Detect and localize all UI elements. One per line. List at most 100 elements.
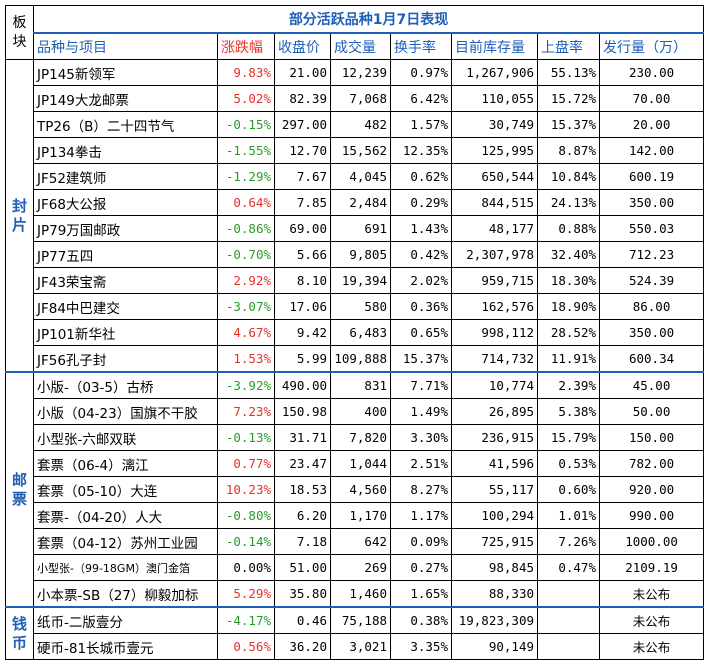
turnover-cell: 1.43% <box>390 215 452 242</box>
turnover-cell: 0.62% <box>390 163 452 190</box>
close-cell: 51.00 <box>274 554 331 581</box>
close-cell: 31.71 <box>274 424 331 451</box>
change-cell: -0.14% <box>217 528 275 555</box>
ratio-cell: 10.84% <box>537 163 600 190</box>
stock-cell: 1,267,906 <box>451 59 538 86</box>
issue-cell: 20.00 <box>598 111 705 138</box>
turnover-cell: 8.27% <box>390 476 452 503</box>
turnover-cell: 0.36% <box>390 293 452 320</box>
table-row: JP101新华社 4.67% 9.42 6,483 0.65% 998,112 28.52%… <box>6 319 705 346</box>
ratio-cell: 0.53% <box>537 450 600 477</box>
issue-cell: 未公布 <box>598 580 705 608</box>
close-cell: 17.06 <box>274 293 331 320</box>
volume-cell: 642 <box>330 528 391 555</box>
turnover-cell: 0.09% <box>390 528 452 555</box>
title-row: 板块 部分活跃品种1月7日表现 <box>5 5 705 60</box>
header-stock: 目前库存量 <box>451 32 538 60</box>
issue-cell: 600.34 <box>598 345 705 373</box>
header-row: 品种与项目 涨跌幅 收盘价 成交量 换手率 目前库存量 上盘率 发行量（万） <box>6 32 705 60</box>
table-row: 封片 JP145新领军 9.83% 21.00 12,239 0.97% 1,267,906… <box>5 59 705 373</box>
item-name: 小型张-六邮双联 <box>33 424 218 451</box>
stock-cell: 110,055 <box>451 85 538 112</box>
ratio-cell <box>537 633 600 660</box>
turnover-cell: 6.42% <box>390 85 452 112</box>
issue-cell: 未公布 <box>598 633 705 660</box>
table-row: JP134拳击 -1.55% 12.70 15,562 12.35% 125,995 8.8… <box>6 137 705 164</box>
header-name: 品种与项目 <box>33 32 218 60</box>
stock-cell: 714,732 <box>451 345 538 373</box>
ratio-cell: 28.52% <box>537 319 600 346</box>
stock-cell: 100,294 <box>451 502 538 529</box>
close-cell: 12.70 <box>274 137 331 164</box>
stock-cell: 48,177 <box>451 215 538 242</box>
table-row: JF84中巴建交 -3.07% 17.06 580 0.36% 162,576 18.90%… <box>6 293 705 320</box>
stock-cell: 10,774 <box>451 371 538 399</box>
item-name: 纸币-二版壹分 <box>33 606 218 634</box>
volume-cell: 75,188 <box>330 606 391 634</box>
ratio-cell: 1.01% <box>537 502 600 529</box>
volume-cell: 580 <box>330 293 391 320</box>
table-row: 小型张-（99-18GM）澳门金箔 0.00% 51.00 269 0.27% 98,84… <box>6 554 705 581</box>
close-cell: 5.99 <box>274 345 331 373</box>
table-row: 小本票-SB（27）柳毅加标 5.29% 35.80 1,460 1.65% 88,330… <box>6 580 705 608</box>
stock-cell: 2,307,978 <box>451 241 538 268</box>
volume-cell: 1,044 <box>330 450 391 477</box>
ratio-cell: 18.90% <box>537 293 600 320</box>
close-cell: 36.20 <box>274 633 331 660</box>
ratio-cell: 0.88% <box>537 215 600 242</box>
item-name: JP145新领军 <box>33 59 218 86</box>
ratio-cell <box>537 606 600 634</box>
change-cell: -0.15% <box>217 111 275 138</box>
ratio-cell <box>537 580 600 608</box>
change-cell: -3.07% <box>217 293 275 320</box>
issue-cell: 45.00 <box>598 371 705 399</box>
table-row: JP77五四 -0.70% 5.66 9,805 0.42% 2,307,978 32.40… <box>6 241 705 268</box>
item-name: 小本票-SB（27）柳毅加标 <box>33 580 218 608</box>
ratio-cell: 5.38% <box>537 398 600 425</box>
turnover-cell: 0.27% <box>390 554 452 581</box>
change-cell: 7.23% <box>217 398 275 425</box>
volume-cell: 4,045 <box>330 163 391 190</box>
ratio-cell: 7.26% <box>537 528 600 555</box>
issue-cell: 70.00 <box>598 85 705 112</box>
turnover-cell: 0.29% <box>390 189 452 216</box>
volume-cell: 2,484 <box>330 189 391 216</box>
item-name: 套票（06-4）漓江 <box>33 450 218 477</box>
item-name: JF52建筑师 <box>33 163 218 190</box>
item-name: JF84中巴建交 <box>33 293 218 320</box>
stock-cell: 30,749 <box>451 111 538 138</box>
market-table: 板块 部分活跃品种1月7日表现 品种与项目 涨跌幅 收盘价 成交量 换手率 目前库存量 上盘… <box>5 5 705 660</box>
change-cell: -1.55% <box>217 137 275 164</box>
table-row: 套票（06-4）漓江 0.77% 23.47 1,044 2.51% 41,596 0.53… <box>6 450 705 477</box>
volume-cell: 400 <box>330 398 391 425</box>
turnover-cell: 1.49% <box>390 398 452 425</box>
stock-cell: 41,596 <box>451 450 538 477</box>
table-row: JF56孔子封 1.53% 5.99 109,888 15.37% 714,732 11.9… <box>6 345 705 373</box>
item-name: JP79万国邮政 <box>33 215 218 242</box>
item-name: 套票（04-12）苏州工业园 <box>33 528 218 555</box>
turnover-cell: 0.38% <box>390 606 452 634</box>
header-turnover: 换手率 <box>390 32 452 60</box>
volume-cell: 109,888 <box>330 345 391 373</box>
close-cell: 21.00 <box>274 59 331 86</box>
close-cell: 23.47 <box>274 450 331 477</box>
close-cell: 69.00 <box>274 215 331 242</box>
item-name: 套票-（04-20）人大 <box>33 502 218 529</box>
volume-cell: 4,560 <box>330 476 391 503</box>
table-row: 钱币纸币-二版壹分 -4.17% 0.46 75,188 0.38% 19,823,309… <box>5 606 705 660</box>
close-cell: 150.98 <box>274 398 331 425</box>
change-cell: 0.00% <box>217 554 275 581</box>
issue-cell: 600.19 <box>598 163 705 190</box>
stock-cell: 650,544 <box>451 163 538 190</box>
stock-cell: 725,915 <box>451 528 538 555</box>
volume-cell: 9,805 <box>330 241 391 268</box>
stock-cell: 998,112 <box>451 319 538 346</box>
issue-cell: 350.00 <box>598 189 705 216</box>
table-row: 硬币-81长城币壹元 0.56% 36.20 3,021 3.35% 90,149 未公布 <box>6 633 705 660</box>
close-cell: 9.42 <box>274 319 331 346</box>
close-cell: 8.10 <box>274 267 331 294</box>
item-name: 小版（04-23）国旗不干胶 <box>33 398 218 425</box>
change-cell: -0.80% <box>217 502 275 529</box>
close-cell: 35.80 <box>274 580 331 608</box>
issue-cell: 1000.00 <box>598 528 705 555</box>
